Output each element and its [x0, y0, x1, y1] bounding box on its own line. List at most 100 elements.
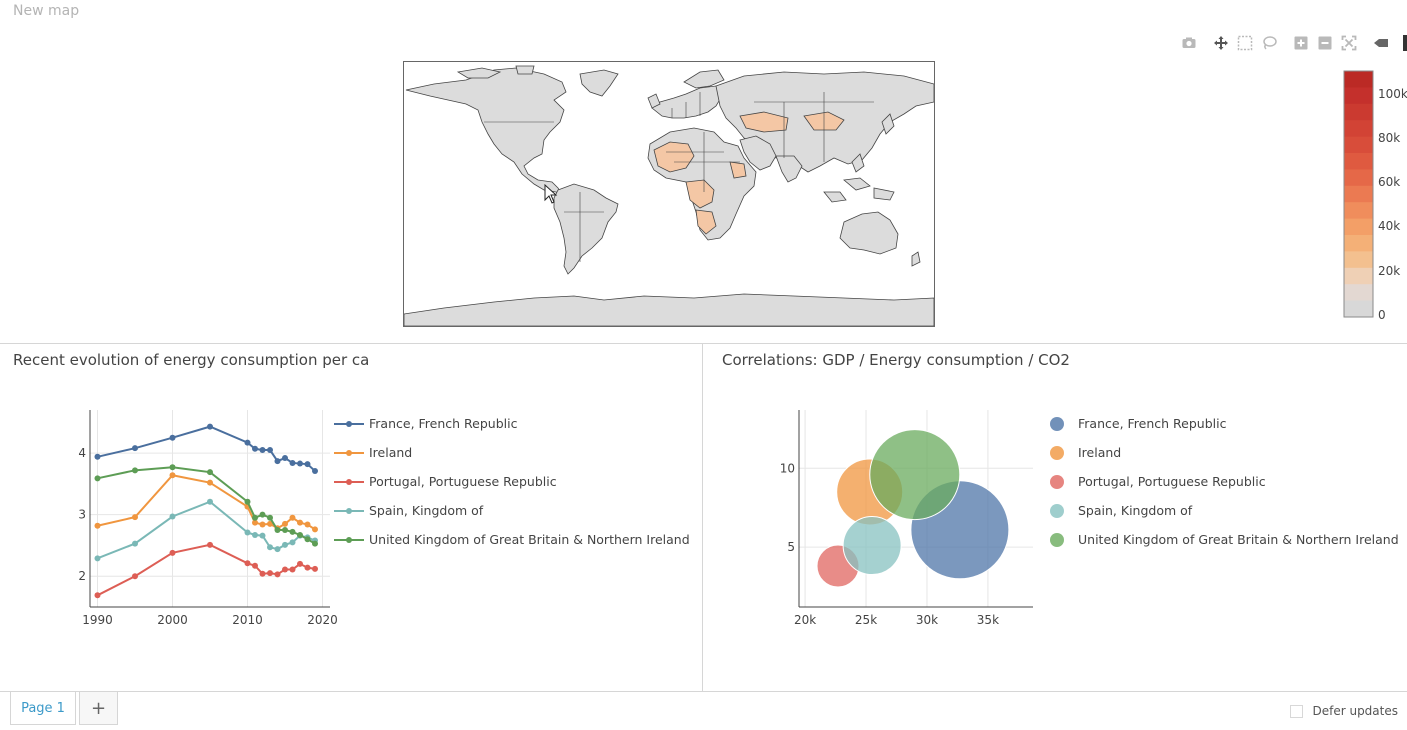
data-point [297, 460, 303, 467]
colorbar-outline [1343, 70, 1374, 318]
legend-label: Portugal, Portuguese Republic [369, 474, 557, 489]
data-point [304, 461, 311, 468]
bubble-chart[interactable]: 20k 25k 30k 35k 5 10 France, French Republic Ir… [703, 395, 1403, 635]
legend-marker [346, 508, 352, 514]
data-point [259, 521, 266, 528]
data-point [169, 513, 176, 520]
camera-icon[interactable] [1180, 34, 1198, 52]
colorbar-swatch [1344, 120, 1373, 138]
data-point [244, 529, 251, 536]
y-tick-label: 4 [78, 446, 86, 460]
x-tick-label: 35k [977, 613, 999, 627]
panel-divider-vertical[interactable] [702, 344, 703, 691]
legend-label: United Kingdom of Great Britain & Northe… [1078, 532, 1399, 547]
data-point [207, 498, 213, 505]
add-page-button[interactable]: + [79, 692, 118, 725]
data-point [94, 453, 101, 460]
bubble [869, 429, 961, 521]
data-point [282, 527, 288, 534]
data-point [312, 565, 318, 572]
data-point [252, 445, 258, 452]
data-point [267, 520, 273, 527]
reset-axes-icon[interactable] [1372, 34, 1390, 52]
defer-updates-toggle[interactable]: Defer updates [1290, 704, 1398, 718]
series-line [97, 466, 316, 545]
data-point [289, 539, 296, 546]
legend-marker [1050, 417, 1064, 431]
colorbar-tick-label: 20k [1378, 264, 1401, 278]
legend-label: Ireland [1078, 445, 1121, 460]
data-point [207, 479, 213, 486]
data-point [94, 522, 101, 529]
colorbar-swatch [1344, 284, 1373, 302]
box-select-icon[interactable] [1236, 34, 1254, 52]
legend-label: Spain, Kingdom of [369, 503, 484, 518]
colorbar-tick-label: 0 [1378, 308, 1386, 322]
legend-marker [346, 450, 352, 456]
y-tick-label: 2 [78, 569, 86, 583]
data-point [169, 434, 176, 441]
data-point [94, 592, 101, 599]
map-highlight-regions [653, 111, 845, 235]
legend-marker [346, 537, 352, 543]
defer-updates-label: Defer updates [1312, 704, 1398, 718]
x-tick-label: 20k [794, 613, 816, 627]
autoscale-icon[interactable] [1340, 34, 1358, 52]
legend-label: United Kingdom of Great Britain & Northe… [369, 532, 690, 547]
data-point [289, 459, 296, 466]
data-point [94, 555, 101, 562]
line-chart-title: Recent evolution of energy consumption p… [13, 351, 368, 369]
data-point [282, 520, 288, 527]
data-point [312, 540, 318, 547]
colorbar-swatch [1344, 153, 1373, 170]
zoom-out-icon[interactable] [1316, 34, 1334, 52]
world-map[interactable] [403, 61, 935, 327]
legend-label: Ireland [369, 445, 412, 460]
legend-marker [346, 479, 352, 485]
colorbar-tick-label: 40k [1378, 219, 1401, 233]
data-point [252, 562, 258, 569]
data-point [132, 514, 138, 521]
x-tick-label: 2010 [232, 613, 263, 627]
data-point [282, 455, 288, 462]
colorbar-swatch [1344, 202, 1373, 220]
pan-icon[interactable] [1212, 34, 1230, 52]
colorbar-swatch [1344, 185, 1373, 203]
legend-marker [1050, 504, 1064, 518]
data-point [259, 447, 266, 454]
data-point [304, 564, 311, 571]
data-point [94, 475, 101, 482]
modebar-overflow-edge [1403, 35, 1407, 51]
data-point [169, 549, 176, 556]
page-tab-bar: Page 1 + Defer updates [0, 691, 1407, 730]
data-point [132, 445, 138, 452]
data-point [312, 526, 318, 533]
legend-marker [1050, 446, 1064, 460]
tab-page-1[interactable]: Page 1 [10, 692, 76, 725]
data-point [259, 570, 266, 577]
data-point [312, 467, 318, 474]
x-tick-label: 2020 [307, 613, 338, 627]
legend-marker [1050, 475, 1064, 489]
zoom-in-icon[interactable] [1292, 34, 1310, 52]
data-point [304, 536, 311, 543]
data-point [169, 464, 176, 471]
data-point [304, 521, 311, 528]
legend-marker [1050, 533, 1064, 547]
x-tick-label: 25k [855, 613, 877, 627]
lasso-select-icon[interactable] [1260, 34, 1278, 52]
data-point [267, 447, 273, 454]
line-chart[interactable]: 1990 2000 2010 2020 2 3 4 France, French Republ… [0, 395, 700, 635]
colorbar-swatch [1344, 267, 1373, 285]
data-point [132, 467, 138, 474]
data-point [282, 566, 288, 573]
data-point [244, 560, 251, 567]
colorbar-swatch [1344, 235, 1373, 252]
legend-marker [346, 421, 352, 427]
data-point [207, 469, 213, 476]
y-tick-label: 10 [780, 461, 795, 475]
x-tick-label: 30k [916, 613, 938, 627]
mouse-cursor-icon [544, 184, 558, 204]
defer-updates-checkbox[interactable] [1290, 704, 1304, 718]
data-point [274, 458, 281, 465]
